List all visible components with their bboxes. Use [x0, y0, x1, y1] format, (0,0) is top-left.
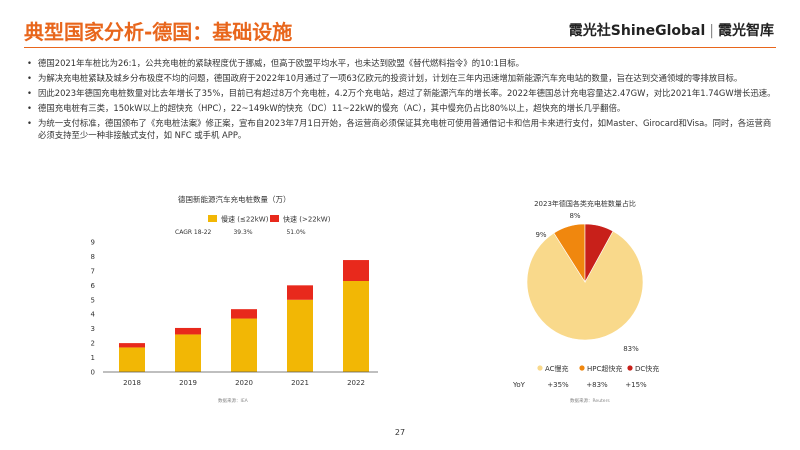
- y-axis-ticks: 0 1 2 3 4 5 6 7 8 9: [91, 239, 96, 377]
- cagr-value-fast: 51.0%: [286, 229, 305, 236]
- title-underline: [24, 47, 776, 48]
- yoy-label: YoY: [512, 381, 526, 389]
- x-tick-label: 2020: [235, 379, 253, 387]
- cagr-value-slow: 39.3%: [233, 229, 252, 236]
- y-tick-label: 1: [91, 354, 95, 362]
- logo-sub: 霞光智库: [718, 23, 774, 39]
- legend-label-fast: 快速 (>22kW): [283, 215, 331, 224]
- y-tick-label: 7: [91, 267, 95, 275]
- bar-slow-2018: [119, 347, 145, 372]
- x-tick-label: 2022: [347, 379, 365, 387]
- bullet-item: 为统一支付标准，德国颁布了《充电桩法案》修正案，宣布自2023年7月1日开始，各…: [26, 117, 776, 141]
- pie-slices: [526, 223, 644, 341]
- legend-label-dc: DC快充: [635, 364, 659, 373]
- pie-label-hpc: 9%: [535, 231, 546, 239]
- bar-fast-2019: [175, 327, 201, 335]
- pie-source: 数据来源：Reuters: [570, 397, 610, 404]
- y-tick-label: 8: [91, 253, 95, 261]
- pie-label-dc: 8%: [569, 212, 580, 220]
- bullet-item: 德国2021年车桩比为26:1，公共充电桩的紧缺程度优于挪威，但高于欧盟平均水平…: [26, 57, 776, 69]
- y-tick-label: 3: [91, 325, 95, 333]
- legend-swatch-fast: [270, 215, 279, 222]
- legend-label-slow: 慢速 (≤22kW): [221, 215, 269, 224]
- bar-fast-2022: [343, 260, 369, 281]
- x-tick-label: 2018: [123, 379, 141, 387]
- x-tick-label: 2021: [291, 379, 309, 387]
- pie-chart: 2023年德国各类充电桩数量占比 8% 9% 83% AC慢充 HPC超快充 D…: [512, 199, 659, 404]
- legend-label-ac: AC慢充: [545, 364, 569, 373]
- bar-marks: [119, 260, 369, 372]
- legend-dot-dc: [627, 365, 633, 371]
- page-number: 27: [394, 428, 406, 437]
- y-tick-label: 6: [91, 282, 96, 290]
- pie-chart-title: 2023年德国各类充电桩数量占比: [534, 199, 636, 208]
- pie-slice-AC慢充: [526, 230, 644, 341]
- bullet-item: 德国充电桩有三类，150kW以上的超快充（HPC），22~149kW的快充（DC…: [26, 102, 776, 114]
- brand-logo: 霞光社ShineGlobal | 霞光智库: [569, 20, 774, 40]
- bar-slow-2022: [343, 281, 369, 372]
- bullet-item: 为解决充电桩紧缺及城乡分布极度不均的问题，德国政府于2022年10月通过了一项6…: [26, 72, 776, 84]
- y-tick-label: 4: [91, 311, 96, 319]
- bar-fast-2020: [231, 309, 257, 319]
- bar-source: 数据来源：IEA: [218, 397, 249, 404]
- yoy-hpc: +83%: [586, 381, 608, 389]
- bullet-item: 因此2023年德国充电桩数量对比去年增长了35%，目前已有超过8万个充电桩，4.…: [26, 87, 776, 99]
- logo-brand: 霞光社ShineGlobal: [568, 23, 706, 39]
- bar-chart-title: 德国新能源汽车充电桩数量（万）: [178, 194, 291, 204]
- legend-dot-hpc: [579, 365, 585, 371]
- pie-label-ac: 83%: [623, 345, 639, 353]
- y-tick-label: 5: [91, 296, 95, 304]
- yoy-ac: +35%: [547, 381, 569, 389]
- legend-swatch-slow: [208, 215, 217, 222]
- legend-dot-ac: [537, 365, 543, 371]
- y-tick-label: 2: [91, 340, 95, 348]
- pie-slice-DC快充: [584, 223, 614, 283]
- bar-slow-2020: [231, 318, 257, 372]
- bar-fast-2021: [287, 285, 313, 300]
- yoy-dc: +15%: [625, 381, 647, 389]
- y-tick-label: 9: [91, 239, 95, 247]
- bar-slow-2019: [175, 334, 201, 372]
- y-tick-label: 0: [91, 369, 95, 377]
- bar-slow-2021: [287, 299, 313, 372]
- x-tick-label: 2019: [179, 379, 197, 387]
- cagr-label: CAGR 18-22: [175, 229, 212, 236]
- logo-divider: |: [709, 23, 714, 39]
- legend-label-hpc: HPC超快充: [587, 364, 622, 373]
- bar-fast-2018: [119, 343, 145, 348]
- bar-chart: 德国新能源汽车充电桩数量（万） 慢速 (≤22kW) 快速 (>22kW) CA…: [91, 194, 378, 404]
- x-axis-labels: 2018 2019 2020 2021 2022: [123, 379, 365, 387]
- bullet-list: 德国2021年车桩比为26:1，公共充电桩的紧缺程度优于挪威，但高于欧盟平均水平…: [26, 57, 776, 144]
- page-title: 典型国家分析-德国：基础设施: [24, 20, 293, 44]
